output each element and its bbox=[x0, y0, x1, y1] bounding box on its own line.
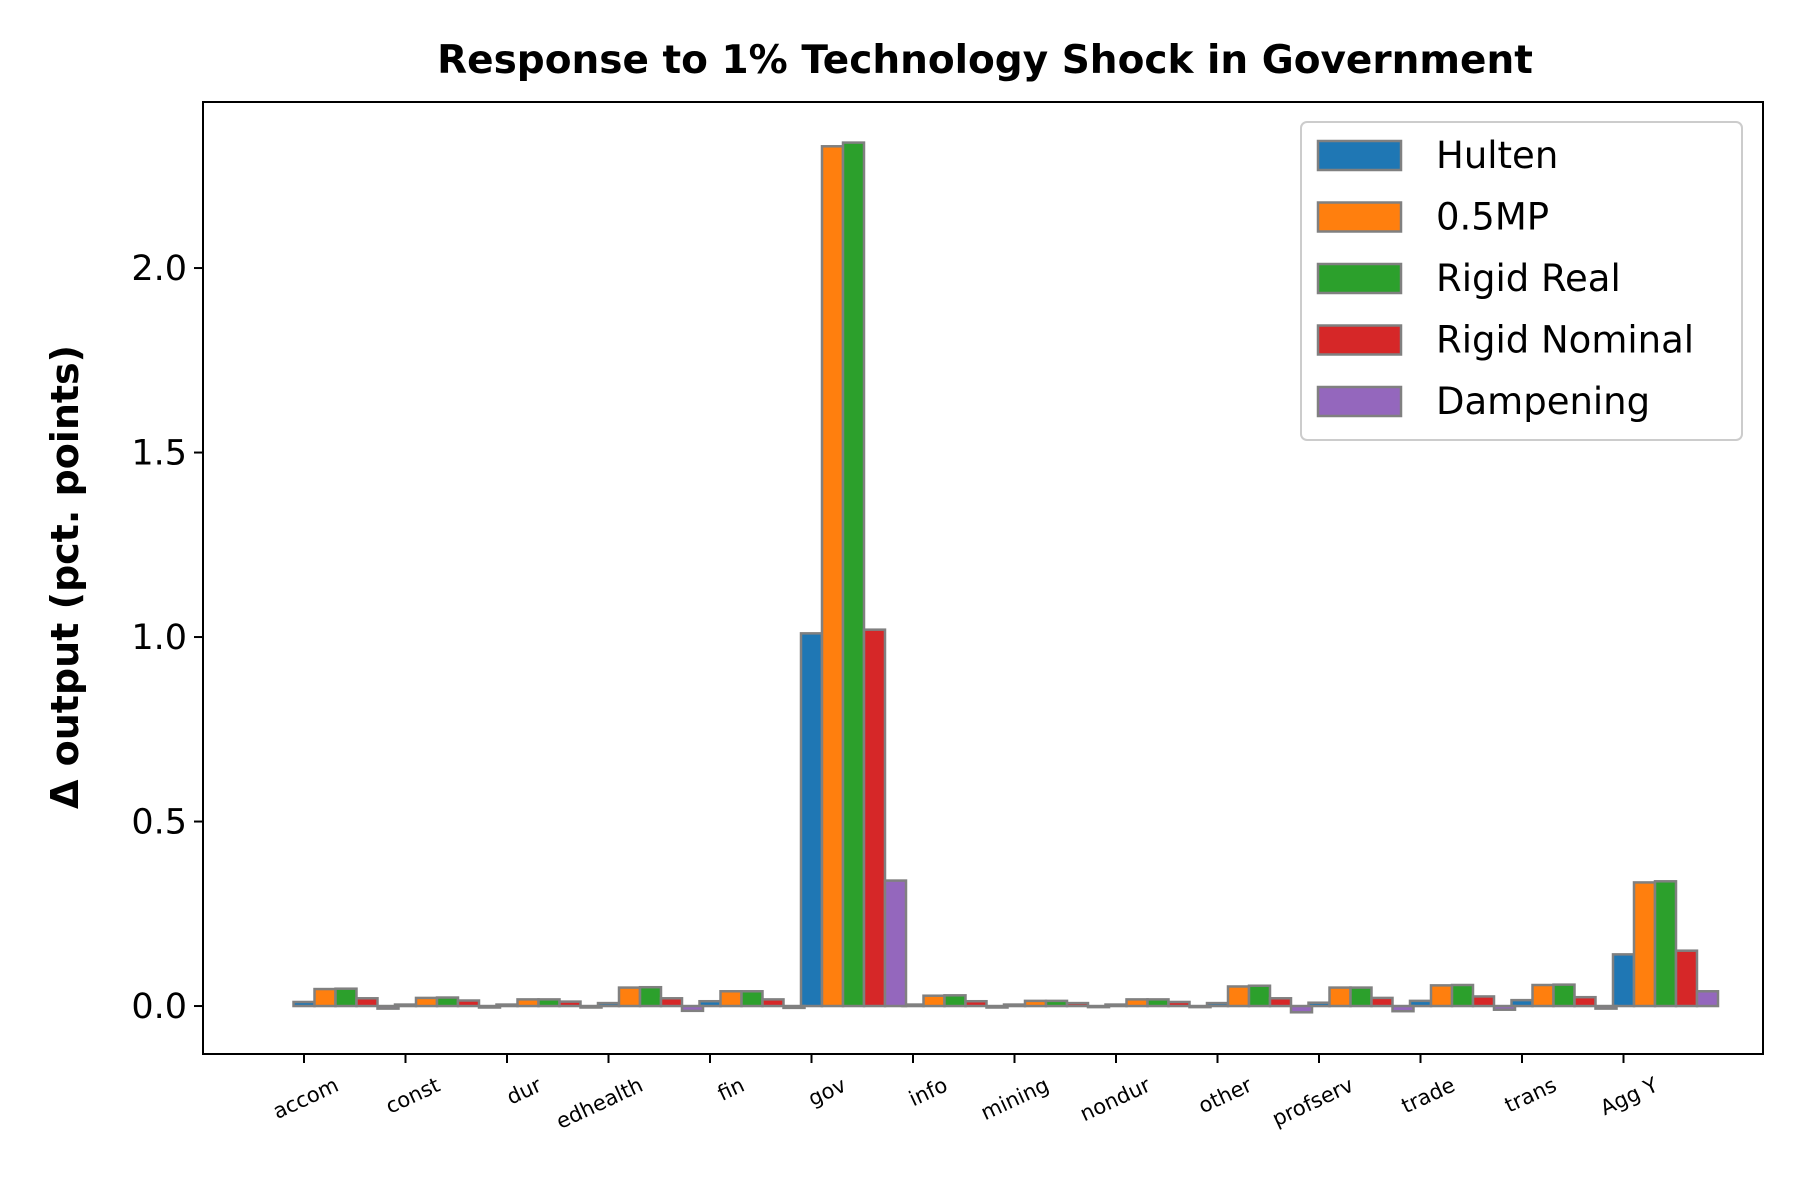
bar bbox=[820, 145, 845, 1008]
legend-label: Rigid Nominal bbox=[1436, 319, 1694, 362]
y-tick-label: 0.0 bbox=[131, 987, 187, 1027]
y-tick-label: 1.0 bbox=[131, 618, 187, 658]
series-rigid-nominal bbox=[355, 628, 1699, 1008]
bar bbox=[558, 1000, 582, 1008]
bar bbox=[1226, 985, 1251, 1008]
bar bbox=[761, 998, 785, 1008]
bar bbox=[1044, 999, 1069, 1008]
bar bbox=[1188, 1004, 1212, 1009]
bar bbox=[537, 998, 561, 1008]
bar bbox=[376, 1004, 400, 1010]
legend-label: 0.5MP bbox=[1436, 196, 1549, 239]
bar bbox=[516, 998, 540, 1008]
y-tick-label: 0.5 bbox=[131, 803, 187, 843]
legend-swatch bbox=[1316, 324, 1403, 356]
bar bbox=[659, 997, 684, 1008]
bar bbox=[719, 990, 743, 1008]
bar bbox=[414, 996, 439, 1008]
bar bbox=[1552, 983, 1576, 1008]
legend: Hulten 0.5MP Rigid Real Rigid Nominal Dampen… bbox=[1300, 121, 1743, 441]
bar bbox=[313, 987, 337, 1008]
axes-frame bbox=[202, 101, 1764, 1055]
bar bbox=[1023, 999, 1048, 1008]
legend-box bbox=[1300, 121, 1743, 441]
bar bbox=[1146, 998, 1170, 1008]
legend-swatch bbox=[1316, 201, 1403, 233]
bar bbox=[1391, 1004, 1415, 1013]
legend-swatch bbox=[1316, 385, 1403, 418]
bar bbox=[862, 628, 887, 1008]
bar bbox=[1349, 986, 1373, 1008]
bar bbox=[1450, 983, 1475, 1008]
bar bbox=[292, 1000, 316, 1008]
bar bbox=[1594, 1004, 1618, 1010]
bar bbox=[1328, 986, 1352, 1008]
series-rigid-real bbox=[334, 141, 1678, 1008]
bar bbox=[1492, 1004, 1517, 1011]
bar bbox=[799, 632, 824, 1008]
bar bbox=[1370, 996, 1394, 1008]
series-0-5mp bbox=[313, 145, 1657, 1008]
legend-label: Rigid Real bbox=[1436, 257, 1621, 300]
bar bbox=[922, 994, 946, 1008]
bar bbox=[782, 1004, 806, 1010]
legend-swatch bbox=[1316, 139, 1403, 172]
bar bbox=[1429, 984, 1454, 1008]
bar bbox=[1632, 881, 1657, 1008]
bar bbox=[680, 1004, 705, 1013]
bar bbox=[964, 999, 988, 1008]
bar bbox=[1573, 995, 1597, 1008]
bar bbox=[740, 990, 764, 1008]
bar bbox=[1471, 995, 1496, 1008]
bar bbox=[1247, 984, 1272, 1008]
y-tick-label: 2.0 bbox=[131, 249, 187, 289]
bar bbox=[1695, 990, 1720, 1008]
bar bbox=[1653, 880, 1678, 1008]
chart-title: Response to 1% Technology Shock in Gover… bbox=[437, 38, 1533, 83]
bar bbox=[1065, 1001, 1090, 1008]
bar bbox=[1167, 1000, 1191, 1008]
bar bbox=[943, 994, 967, 1008]
legend-label: Hulten bbox=[1436, 134, 1558, 177]
bar bbox=[1531, 983, 1555, 1008]
legend-label: Dampening bbox=[1436, 380, 1650, 423]
bar bbox=[477, 1004, 502, 1009]
y-axis-label: Δ output (pct. points) bbox=[43, 345, 87, 809]
bar bbox=[334, 987, 358, 1008]
bar bbox=[1674, 949, 1699, 1008]
bar bbox=[1611, 953, 1636, 1008]
bar bbox=[985, 1004, 1009, 1009]
bar bbox=[1125, 998, 1149, 1008]
bar bbox=[1289, 1004, 1314, 1014]
bar bbox=[1268, 997, 1293, 1008]
bar bbox=[435, 996, 460, 1008]
bar bbox=[456, 999, 481, 1008]
bar bbox=[638, 985, 663, 1008]
bar bbox=[841, 141, 866, 1008]
bar bbox=[617, 986, 642, 1008]
bar bbox=[1086, 1004, 1111, 1009]
legend-swatch bbox=[1316, 262, 1403, 295]
bar bbox=[883, 879, 908, 1008]
bar bbox=[355, 997, 379, 1008]
y-tick-label: 1.5 bbox=[131, 434, 187, 474]
series-dampening bbox=[376, 879, 1720, 1014]
bar bbox=[579, 1004, 603, 1009]
